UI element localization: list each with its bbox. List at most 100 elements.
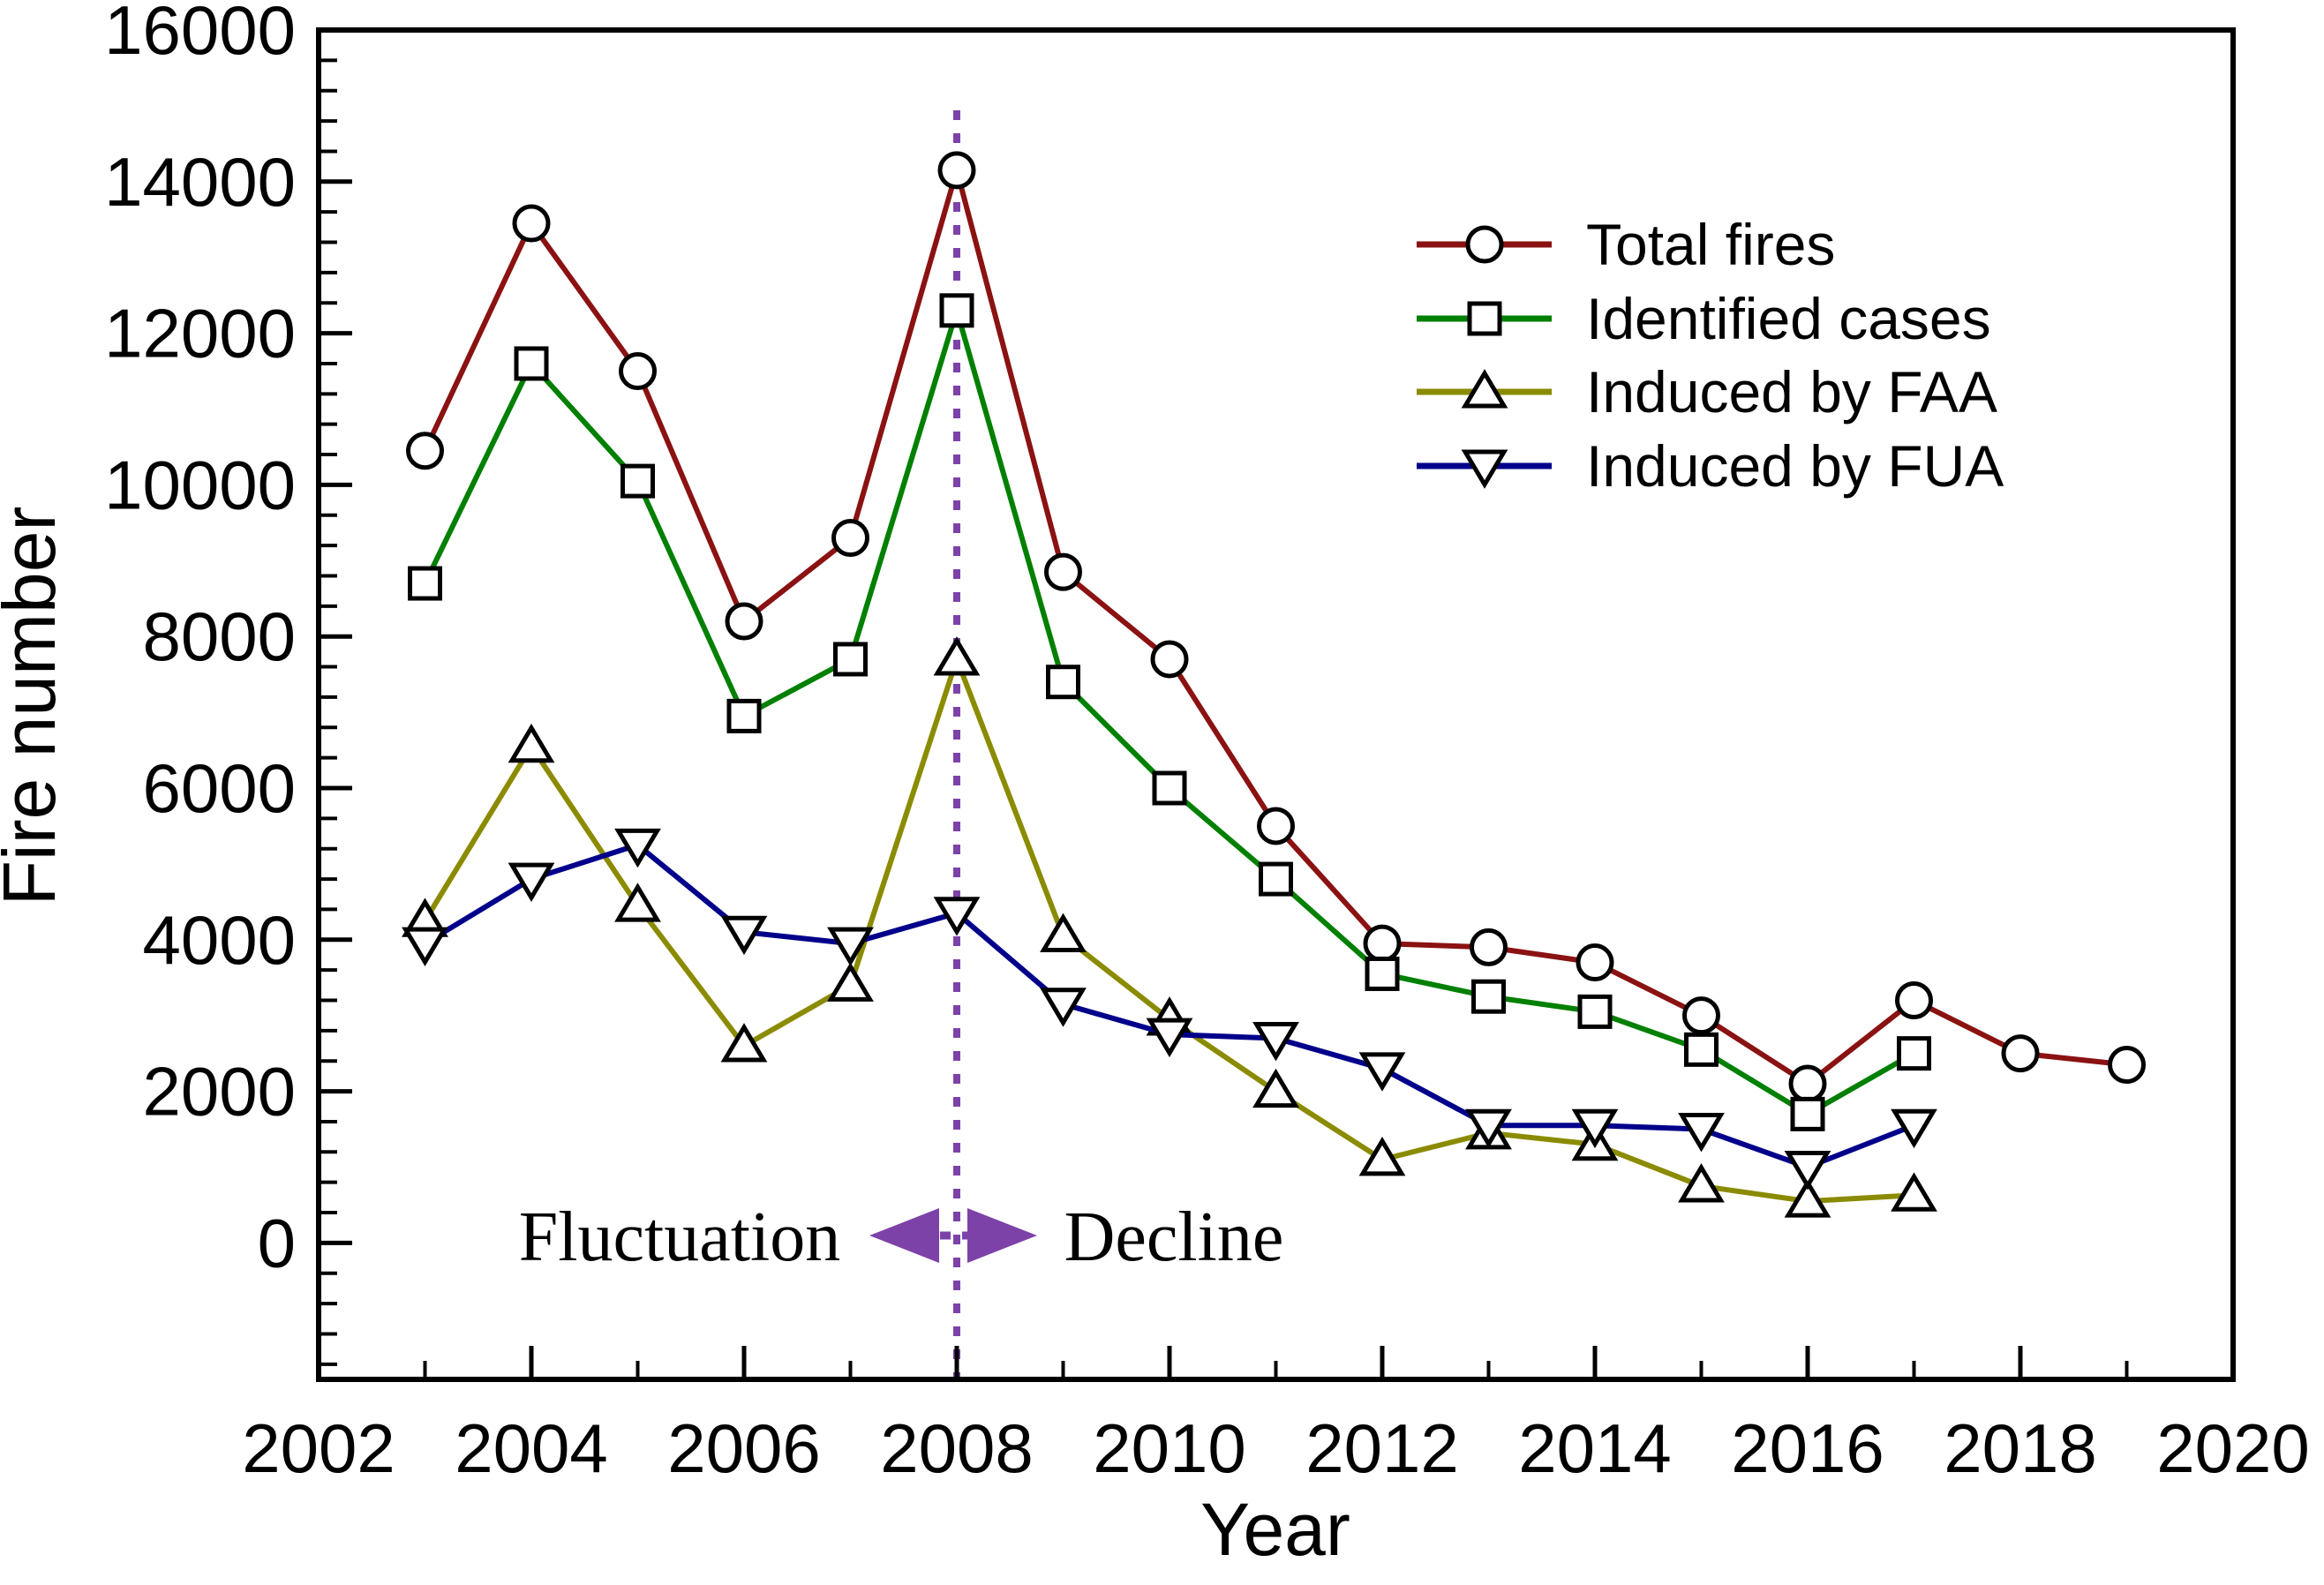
y-tick-label: 10000 [104, 446, 296, 523]
marker-identified-cases-2010 [1152, 770, 1187, 806]
marker-induced-by-fua-2007 [827, 927, 874, 966]
marker-total-fires-2010 [1150, 640, 1189, 679]
series-induced-by-faa [402, 636, 1937, 1218]
marker-identified-cases-2014 [1577, 994, 1613, 1029]
marker-induced-by-fua-2009 [1040, 988, 1087, 1027]
marker-induced-by-faa-2004 [508, 723, 555, 763]
marker-total-fires-2011 [1257, 807, 1295, 845]
x-tick-label: 2008 [880, 1409, 1034, 1487]
legend-item-total-fires: Total fires [1417, 212, 1835, 277]
y-tick-label: 0 [258, 1204, 296, 1281]
marker-total-fires-2013 [1470, 928, 1508, 966]
x-tick-label: 2004 [455, 1409, 608, 1487]
marker-total-fires-2016 [1788, 1064, 1827, 1103]
marker-identified-cases-2004 [514, 346, 549, 381]
marker-total-fires-2015 [1682, 996, 1720, 1035]
legend-label-induced-by-faa: Induced by FAA [1586, 359, 1997, 424]
marker-identified-cases-2015 [1684, 1032, 1719, 1067]
y-tick-label: 2000 [142, 1053, 296, 1131]
marker-induced-by-fua-2012 [1358, 1052, 1406, 1092]
x-tick-label: 2018 [1944, 1409, 2097, 1487]
y-tick-label: 8000 [142, 597, 296, 675]
marker-total-fires-2012 [1363, 924, 1402, 963]
y-tick-label: 4000 [142, 901, 296, 979]
marker-induced-by-fua-2008 [933, 897, 981, 936]
marker-induced-by-fua-2011 [1252, 1021, 1299, 1062]
marker-total-fires-2004 [512, 204, 551, 243]
series-induced-by-fua [402, 828, 1937, 1191]
x-tick-label: 2010 [1093, 1409, 1246, 1487]
plot-frame [316, 27, 2236, 1382]
marker-total-fires-2017 [1895, 981, 1933, 1020]
marker-total-fires-2009 [1044, 552, 1082, 591]
marker-identified-cases-2003 [408, 566, 442, 601]
legend-item-induced-by-fua: Induced by FUA [1417, 433, 2004, 499]
marker-induced-by-faa-2011 [1252, 1068, 1299, 1108]
marker-induced-by-faa-2008 [933, 636, 981, 676]
legend-marker-total-fires [1465, 225, 1504, 264]
marker-induced-by-fua-2005 [614, 828, 661, 868]
marker-identified-cases-2017 [1897, 1036, 1931, 1071]
marker-induced-by-fua-2013 [1465, 1108, 1512, 1149]
marker-induced-by-fua-2015 [1678, 1113, 1725, 1153]
marker-identified-cases-2012 [1365, 956, 1400, 991]
y-tick-label: 16000 [104, 0, 296, 69]
legend-label-identified-cases: Identified cases [1586, 286, 1991, 351]
x-tick-label: 2012 [1305, 1409, 1459, 1487]
annotation-fluctuation-label: Fluctuation [519, 1198, 840, 1276]
marker-induced-by-fua-2004 [508, 862, 555, 902]
series-identified-cases [408, 293, 1931, 1131]
x-tick-label: 2006 [667, 1409, 821, 1487]
x-axis-title: Year [1200, 1488, 1350, 1571]
series-total-fires [406, 151, 2146, 1103]
marker-total-fires-2006 [725, 602, 763, 641]
marker-induced-by-faa-2015 [1678, 1163, 1725, 1203]
x-tick-label: 2002 [242, 1409, 395, 1487]
marker-total-fires-2014 [1576, 943, 1614, 982]
marker-total-fires-2018 [2001, 1034, 2040, 1073]
marker-identified-cases-2005 [620, 463, 655, 499]
marker-identified-cases-2013 [1471, 979, 1506, 1014]
marker-induced-by-fua-2003 [402, 927, 448, 966]
marker-induced-by-fua-2016 [1784, 1150, 1831, 1191]
marker-induced-by-fua-2017 [1891, 1108, 1937, 1149]
marker-total-fires-2008 [937, 151, 976, 190]
plot-area: 0 2000 4000 6000 8000 10000 12000 14000 16000 200… [104, 0, 2310, 1487]
legend: Total fires Identified cases Induced by FA… [1417, 212, 2004, 499]
marker-identified-cases-2011 [1259, 861, 1293, 897]
legend-marker-induced-by-faa [1461, 369, 1508, 409]
phase-arrow-right-head [967, 1208, 1037, 1263]
marker-induced-by-fua-2014 [1571, 1108, 1619, 1149]
x-tick-label: 2020 [2156, 1409, 2310, 1487]
marker-total-fires-2019 [2108, 1046, 2146, 1085]
series-line-identified-cases [422, 307, 1915, 1117]
legend-item-identified-cases: Identified cases [1417, 286, 1991, 351]
marker-identified-cases-2007 [833, 642, 868, 677]
y-axis-title: Fire number [0, 507, 71, 906]
marker-induced-by-faa-2006 [720, 1023, 768, 1063]
marker-induced-by-faa-2012 [1358, 1137, 1406, 1176]
marker-total-fires-2005 [619, 352, 657, 391]
legend-label-total-fires: Total fires [1586, 212, 1835, 277]
legend-marker-identified-cases [1467, 301, 1502, 336]
marker-induced-by-fua-2006 [720, 915, 768, 956]
marker-total-fires-2003 [406, 432, 444, 470]
marker-identified-cases-2008 [939, 293, 974, 328]
phase-arrow [869, 1208, 1037, 1263]
marker-induced-by-faa-2017 [1891, 1172, 1937, 1212]
y-tick-label: 14000 [104, 143, 296, 221]
y-tick-label: 6000 [142, 749, 296, 827]
y-tick-label: 12000 [104, 295, 296, 372]
marker-induced-by-faa-2009 [1040, 913, 1087, 952]
legend-item-induced-by-faa: Induced by FAA [1417, 359, 1997, 424]
marker-identified-cases-2006 [726, 698, 762, 733]
marker-identified-cases-2009 [1046, 665, 1080, 700]
marker-total-fires-2007 [831, 519, 869, 558]
marker-induced-by-faa-2016 [1784, 1178, 1831, 1218]
marker-induced-by-faa-2005 [614, 883, 661, 922]
x-tick-label: 2014 [1518, 1409, 1672, 1487]
x-tick-label: 2016 [1731, 1409, 1884, 1487]
marker-identified-cases-2016 [1790, 1096, 1825, 1131]
